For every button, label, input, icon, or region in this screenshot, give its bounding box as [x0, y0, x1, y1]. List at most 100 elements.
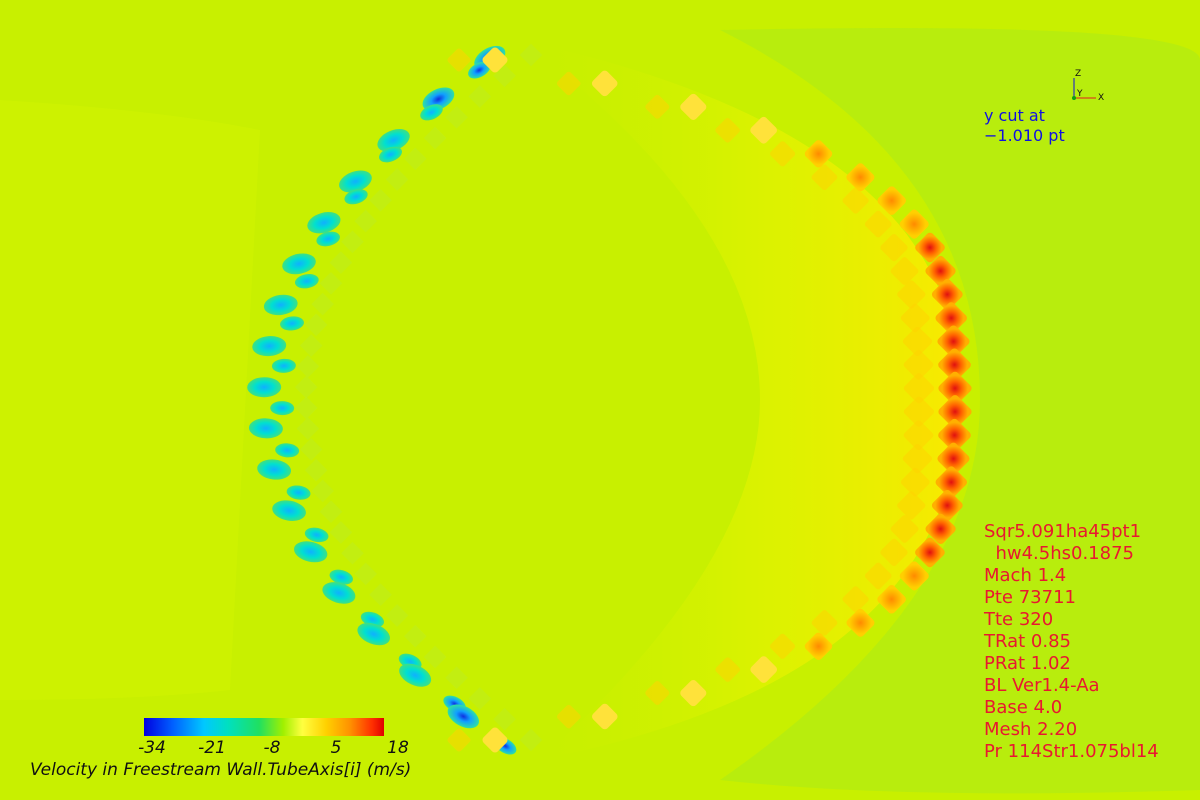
contour-cell: [311, 292, 335, 316]
contour-cell: [423, 645, 447, 669]
contour-cell: [445, 105, 468, 129]
run-parameters: Sqr5.091ha45pt1 hw4.5hs0.1875 Mach 1.4 P…: [984, 521, 1159, 763]
low-velocity-contour: [399, 663, 432, 687]
parameter-line: TRat 0.85: [984, 631, 1071, 652]
low-velocity-contour: [322, 582, 356, 604]
low-velocity-contour: [379, 146, 402, 163]
contour-cell: [341, 541, 364, 565]
contour-cell: [903, 373, 935, 404]
low-velocity-contour: [247, 377, 282, 398]
high-velocity-contour: [938, 395, 972, 429]
legend-color-bar: [144, 718, 384, 736]
contour-cell: [842, 187, 869, 214]
high-velocity-contour: [592, 703, 618, 730]
contour-cell: [645, 94, 670, 119]
contour-cell: [468, 687, 492, 710]
contour-cell: [715, 657, 740, 682]
axis-triad: Z Y X: [1064, 64, 1112, 104]
low-velocity-contour: [286, 485, 311, 500]
contour-cell: [403, 624, 427, 648]
low-velocity-contour: [420, 104, 443, 121]
low-velocity-contour: [422, 87, 455, 111]
low-velocity-contour: [263, 294, 298, 316]
high-velocity-contour: [937, 442, 970, 475]
high-velocity-contour: [925, 255, 956, 287]
legend-tick-label: 5: [330, 738, 342, 758]
high-velocity-contour: [591, 70, 618, 97]
low-velocity-contour: [275, 443, 300, 458]
low-velocity-contour: [272, 500, 306, 521]
high-velocity-contour: [680, 680, 707, 707]
parameter-line: PRat 1.02: [984, 653, 1071, 674]
high-velocity-contour: [915, 537, 945, 568]
contour-cell: [447, 48, 471, 72]
contour-cell: [299, 438, 323, 461]
low-velocity-contour: [280, 316, 304, 331]
low-velocity-contour: [271, 358, 296, 373]
low-velocity-contour: [447, 704, 480, 729]
high-velocity-contour: [915, 232, 945, 263]
low-velocity-contour: [377, 128, 410, 152]
high-velocity-contour: [931, 279, 963, 310]
high-velocity-contour: [750, 656, 778, 683]
low-velocity-contour: [468, 61, 491, 79]
contour-cell: [715, 118, 740, 143]
contour-cell: [897, 491, 926, 520]
high-velocity-contour: [750, 116, 777, 144]
high-velocity-contour: [846, 163, 875, 192]
high-velocity-contour: [482, 47, 508, 73]
high-velocity-contour: [938, 418, 971, 452]
contour-cell: [842, 586, 869, 613]
high-velocity-contour: [925, 513, 956, 545]
contour-cell: [296, 417, 320, 440]
contour-cell: [319, 271, 343, 295]
legend-ticks: -34 -21 -8 5 18: [138, 738, 409, 760]
contour-cell: [354, 562, 378, 586]
legend-tick-label: -21: [198, 738, 226, 758]
axis-z-label: Z: [1075, 69, 1081, 79]
contour-cell: [900, 467, 930, 497]
contour-cell: [299, 334, 323, 357]
axis-y-label: Y: [1076, 89, 1083, 99]
contour-cell: [903, 396, 935, 427]
contour-cell: [769, 633, 796, 659]
high-velocity-contour: [938, 371, 972, 405]
parameter-line: Pte 73711: [984, 587, 1076, 608]
legend-tick-label: -8: [263, 738, 281, 758]
color-legend: -34 -21 -8 5 18 Velocity in Freestream W…: [30, 718, 564, 788]
legend-tick-label: -34: [138, 738, 166, 758]
low-velocity-contour: [307, 212, 341, 234]
high-velocity-contour: [804, 140, 833, 168]
contour-cell: [902, 326, 933, 357]
parameter-line: Mesh 2.20: [984, 719, 1078, 740]
contour-cell: [890, 515, 919, 543]
low-velocity-contour: [344, 189, 368, 205]
contour-cell: [296, 355, 320, 378]
low-velocity-contour: [316, 231, 340, 247]
contour-cell: [294, 396, 318, 420]
parameter-line: BL Ver1.4-Aa: [984, 675, 1100, 696]
low-velocity-contour: [282, 253, 316, 275]
contour-cell: [519, 728, 543, 752]
axis-triad-icon: Z Y X: [1072, 69, 1104, 103]
high-velocity-contour: [931, 490, 963, 521]
cut-position-label: y cut at −1.010 pt: [984, 106, 1065, 146]
contour-cell: [864, 210, 892, 238]
high-velocity-contour: [935, 302, 967, 334]
low-velocity-contour: [357, 622, 390, 646]
high-velocity-contour: [804, 632, 833, 660]
parameter-line: Pr 114Str1.075bl14: [984, 741, 1159, 762]
parameter-line: Tte 320: [984, 609, 1054, 630]
contour-cell: [311, 479, 335, 503]
legend-tick-label: 18: [387, 738, 409, 758]
contour-cell: [329, 521, 353, 544]
axis-x-label: X: [1098, 93, 1104, 103]
contour-cell: [369, 583, 392, 607]
low-velocity-contour: [329, 569, 353, 585]
contour-cell: [897, 280, 926, 309]
high-velocity-contour: [937, 325, 970, 358]
contour-cell: [447, 728, 471, 752]
parameter-line: hw4.5hs0.1875: [984, 543, 1134, 564]
contour-cell: [864, 562, 892, 590]
